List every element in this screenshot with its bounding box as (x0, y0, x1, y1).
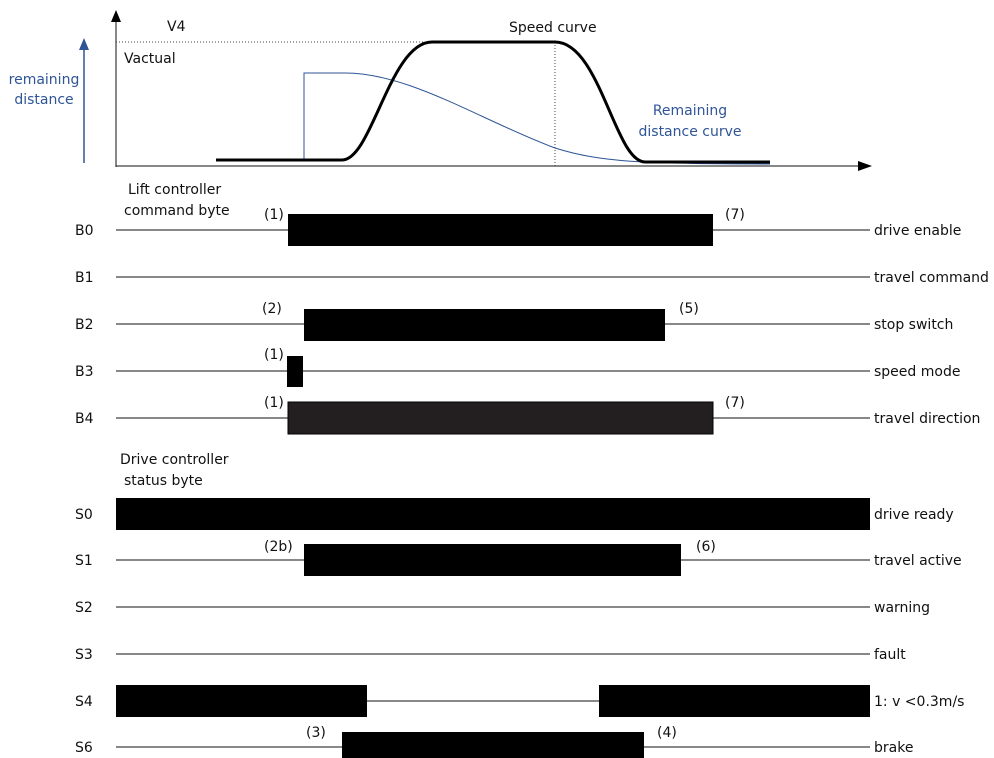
signal-row-b0: B0 (1) (7) drive enable (75, 207, 961, 246)
signal-row-s4: S4 1: v <0.3m/s (75, 685, 964, 717)
signal-label: stop switch (874, 317, 953, 333)
event-marker-left: (2) (262, 301, 282, 317)
signal-label: travel direction (874, 411, 980, 427)
signal-label: drive ready (874, 507, 954, 523)
signal-row-b2: B2 (2) (5) stop switch (75, 301, 953, 341)
signal-id: B0 (75, 223, 94, 239)
event-marker-left: (1) (264, 395, 284, 411)
signal-row-s3: S3 fault (75, 647, 906, 663)
v4-label: V4 (167, 19, 186, 35)
signal-active-bar (342, 732, 644, 758)
signal-active-bar (116, 498, 870, 530)
signal-row-b1: B1 travel command (75, 270, 989, 286)
signal-id: S4 (75, 694, 93, 710)
signal-active-bar (287, 401, 714, 435)
signal-active-bar (304, 309, 665, 341)
event-marker-right: (6) (696, 539, 716, 555)
signal-id: S2 (75, 600, 93, 616)
signal-row-s1: S1 (2b) (6) travel active (75, 539, 962, 576)
signal-label: 1: v <0.3m/s (874, 694, 964, 710)
event-marker-right: (7) (725, 207, 745, 223)
signal-label: drive enable (874, 223, 961, 239)
chart-x-axis-arrow (858, 161, 872, 171)
signal-id: S6 (75, 740, 93, 756)
signal-row-s2: S2 warning (75, 600, 930, 616)
command-byte-title-line2: command byte (124, 203, 230, 219)
remaining-axis-label-line1: remaining (9, 72, 80, 88)
speed-chart: V4 Vactual Speed curve remaining distanc… (9, 10, 872, 171)
event-marker-left: (1) (264, 207, 284, 223)
chart-y-axis-arrow (111, 10, 121, 22)
event-marker-left: (3) (306, 725, 326, 741)
remaining-distance-arrowhead (79, 38, 89, 50)
status-byte-title-line2: status byte (124, 473, 203, 489)
event-marker-left: (2b) (264, 539, 293, 555)
event-marker-right: (4) (657, 725, 677, 741)
signal-active-bar (288, 214, 713, 246)
signal-row-b3: B3 (1) speed mode (75, 347, 960, 387)
signal-label: travel command (874, 270, 989, 286)
signal-id: B1 (75, 270, 94, 286)
signal-id: S0 (75, 507, 93, 523)
signal-active-bar (287, 356, 303, 387)
event-marker-left: (1) (264, 347, 284, 363)
signal-row-b4: B4 (1) (7) travel direction (75, 395, 980, 435)
signal-id: B3 (75, 364, 94, 380)
speed-curve (216, 40, 770, 164)
command-byte-title-line1: Lift controller (128, 182, 221, 198)
signal-active-bar-1 (116, 685, 367, 717)
event-marker-right: (5) (679, 301, 699, 317)
remaining-axis-label-line2: distance (14, 92, 73, 108)
status-byte-title-line1: Drive controller (120, 452, 229, 468)
signal-label: fault (874, 647, 906, 663)
signal-row-s0: S0 drive ready (75, 498, 954, 530)
signal-label: speed mode (874, 364, 960, 380)
vactual-label: Vactual (124, 51, 176, 67)
event-marker-right: (7) (725, 395, 745, 411)
signal-label: travel active (874, 553, 962, 569)
signal-id: B2 (75, 317, 94, 333)
remaining-curve-label-line2: distance curve (639, 124, 742, 140)
remaining-curve-label-line1: Remaining (653, 103, 727, 119)
signal-label: warning (874, 600, 930, 616)
signal-active-bar (304, 544, 681, 576)
signal-active-bar-2 (599, 685, 870, 717)
signal-id: B4 (75, 411, 94, 427)
signal-id: S1 (75, 553, 93, 569)
signal-row-s6: S6 (3) (4) brake (75, 725, 913, 758)
signal-label: brake (874, 740, 913, 756)
signal-id: S3 (75, 647, 93, 663)
speed-curve-label: Speed curve (509, 20, 597, 36)
